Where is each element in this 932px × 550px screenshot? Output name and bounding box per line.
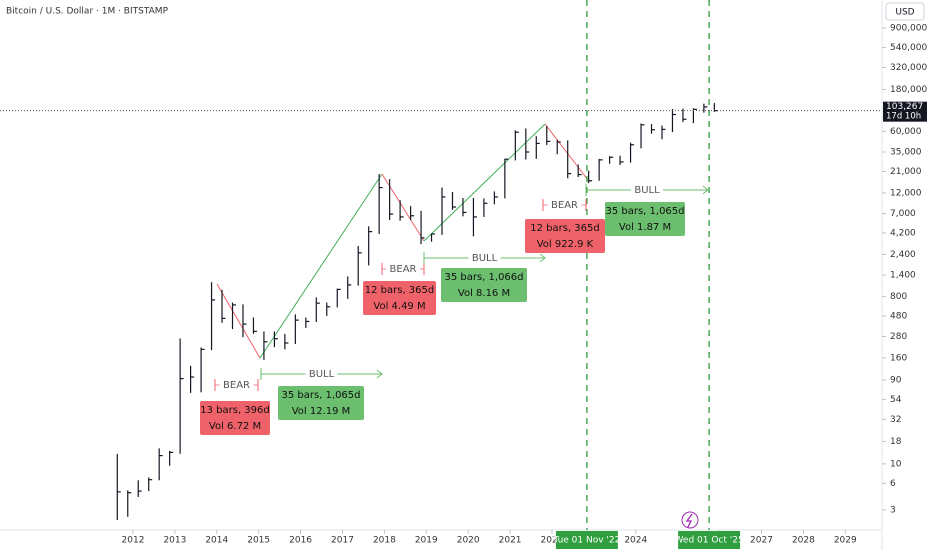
x-tick-label: 2012 [122, 536, 145, 546]
bull-stats-box [605, 202, 685, 236]
y-tick-label: 18 [890, 437, 902, 447]
trendline [216, 283, 261, 359]
y-tick-label: 2,400 [890, 250, 916, 260]
y-tick-label: 480 [890, 311, 907, 321]
y-tick-label: 900,000 [890, 23, 927, 33]
x-tick-label: 2018 [373, 536, 396, 546]
bull-stats-text: 35 bars, 1,066d [444, 272, 523, 283]
bull-stats-text: 35 bars, 1,065d [605, 206, 684, 217]
y-tick-label: 12,000 [890, 188, 922, 198]
trendline [423, 123, 546, 242]
x-tick-label: 2014 [205, 536, 228, 546]
date-marker-label: Tue 01 Nov '22 [552, 536, 620, 546]
x-tick-label: 2019 [415, 536, 438, 546]
bear-stats-text: Vol 6.72 M [209, 421, 261, 432]
bear-stats-text: Vol 4.49 M [373, 301, 425, 312]
bull-label: BULL [472, 253, 498, 264]
bear-stats-box [363, 281, 436, 315]
bull-stats-text: Vol 12.19 M [292, 406, 351, 417]
y-tick-label: 800 [890, 292, 907, 302]
trendline [259, 173, 383, 359]
bull-stats-text: Vol 1.87 M [619, 222, 671, 233]
y-tick-label: 320,000 [890, 63, 927, 73]
y-tick-label: 6 [890, 479, 896, 489]
bull-label: BULL [309, 369, 335, 380]
bear-label: BEAR [551, 200, 578, 211]
currency-button[interactable] [885, 2, 925, 21]
y-tick-label: 280 [890, 332, 907, 342]
x-tick-label: 2020 [457, 536, 480, 546]
bear-stats-box [525, 219, 605, 253]
y-tick-label: 7,000 [890, 209, 916, 219]
x-tick-label: 2024 [624, 536, 647, 546]
last-price-box [883, 101, 927, 122]
y-tick-label: 180,000 [890, 85, 927, 95]
currency[interactable]: USD [895, 8, 914, 18]
trendlines [216, 123, 589, 359]
bear-stats-text: Vol 922.9 K [537, 239, 594, 250]
x-tick-label: 2013 [163, 536, 186, 546]
date-marker-box [678, 531, 741, 549]
bull-range-arrow [702, 185, 709, 195]
bull-stats-box [278, 386, 364, 420]
bear-label: BEAR [223, 380, 250, 391]
event-icon[interactable] [681, 511, 699, 529]
y-tick-label: 540,000 [890, 43, 927, 53]
y-tick-label: 1,400 [890, 271, 916, 281]
y-tick-label: 3 [890, 505, 896, 515]
event-icon-bolt [685, 513, 693, 528]
bear-label-bg [386, 262, 420, 276]
bull-label-bg [468, 251, 501, 265]
x-tick-label: 2022 [541, 536, 564, 546]
y-tick-label: 10 [890, 459, 902, 469]
y-tick-label: 32 [890, 415, 901, 425]
bull-label: BULL [634, 185, 660, 196]
y-tick-label: 21,000 [890, 167, 922, 177]
y-tick-label: 60,000 [890, 127, 922, 137]
x-tick-label: 2021 [499, 536, 522, 546]
y-tick-label: 160 [890, 353, 907, 363]
bear-stats-box [200, 401, 270, 435]
x-tick-label: 2028 [792, 536, 815, 546]
bear-label: BEAR [390, 264, 417, 275]
bear-stats-text: 13 bars, 396d [200, 405, 270, 416]
countdown-label: 17d 10h [886, 112, 921, 122]
y-tick-label: 35,000 [890, 148, 922, 158]
bull-range-arrow [376, 369, 383, 379]
y-tick-label: 4,200 [890, 229, 916, 239]
bull-range-arrow [539, 253, 546, 263]
x-tick-label: 2017 [331, 536, 354, 546]
date-marker-box [555, 531, 618, 549]
bull-stats-text: Vol 8.16 M [458, 288, 510, 299]
trendline [381, 173, 425, 242]
date-marker-label: Wed 01 Oct '25 [675, 536, 744, 546]
y-tick-label: 90 [890, 375, 902, 385]
chart-title: Bitcoin / U.S. Dollar · 1M · BITSTAMP [6, 7, 169, 17]
x-tick-label: 2029 [834, 536, 857, 546]
bear-stats-text: 12 bars, 365d [365, 285, 435, 296]
trendline [544, 123, 589, 181]
x-tick-label: 2027 [750, 536, 773, 546]
last-price-label: 103,267 [886, 102, 923, 112]
y-tick-label: 54 [890, 395, 902, 405]
bull-label-bg [631, 183, 663, 197]
bear-stats-text: 12 bars, 365d [530, 223, 600, 234]
x-tick-label: 2015 [247, 536, 270, 546]
bear-label-bg [547, 198, 582, 212]
bull-label-bg [305, 367, 338, 381]
x-tick-label: 2016 [289, 536, 312, 546]
bear-label-bg [219, 378, 254, 392]
bull-stats-text: 35 bars, 1,065d [281, 390, 360, 401]
bull-stats-box [441, 268, 527, 302]
